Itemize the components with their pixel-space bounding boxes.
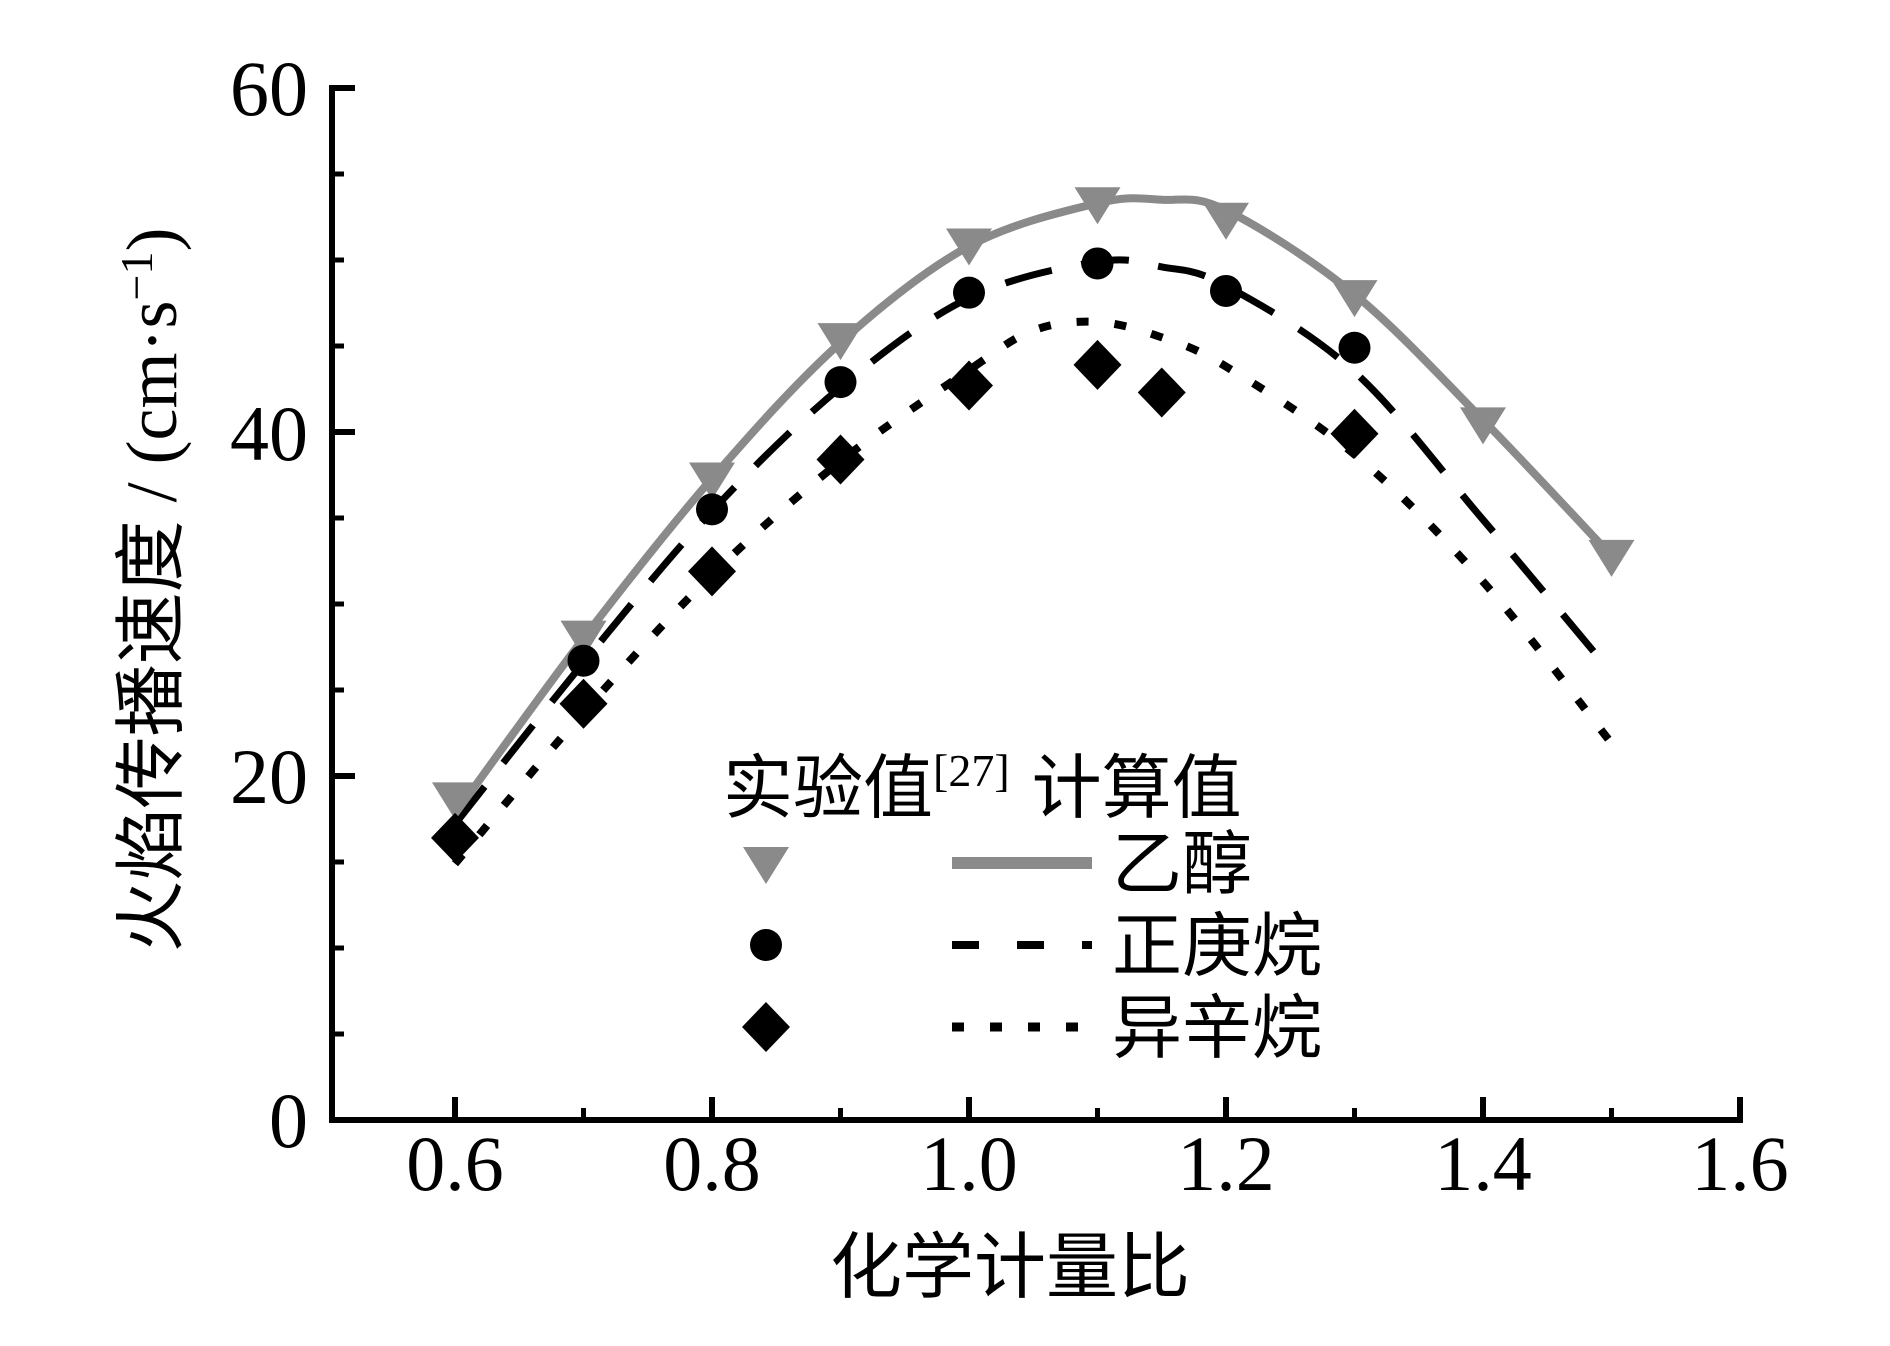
x-tick-label: 1.2: [1177, 1120, 1275, 1207]
exp-marker-isooctane: [1330, 408, 1379, 459]
calculated-curve-n-heptane: [452, 256, 1615, 827]
exp-marker-isooctane: [688, 546, 736, 597]
y-axis-title: 火焰传播速度 / (cm·s−1): [111, 228, 192, 953]
legend-label-n-heptane: 正庚烷: [1112, 909, 1322, 986]
x-tick-label: 1.4: [1434, 1120, 1532, 1207]
exp-marker-isooctane: [816, 434, 865, 485]
x-tick-label: 1.6: [1691, 1120, 1789, 1207]
y-axis-title-main: 火焰传播速度 / (cm·s: [112, 300, 192, 952]
exp-marker-isooctane: [431, 812, 479, 863]
legend-marker-isooctane: [742, 1002, 790, 1052]
calculated-curve-ethanol: [451, 194, 1615, 817]
legend-marker-ethanol: [743, 847, 789, 884]
exp-marker-n-heptane: [1338, 331, 1371, 364]
exp-marker-ethanol: [946, 228, 992, 266]
y-tick-label: 20: [230, 733, 308, 820]
exp-marker-isooctane: [945, 360, 993, 411]
legend-label-isooctane: 异辛烷: [1112, 991, 1322, 1068]
axes: [329, 85, 1743, 1123]
legend-label-ethanol: 乙醇: [1112, 827, 1252, 904]
y-axis-title-superscript: −1: [111, 252, 162, 301]
y-tick-label: 0: [269, 1077, 308, 1164]
y-tick-label: 60: [230, 45, 308, 132]
exp-marker-n-heptane: [567, 644, 600, 677]
y-axis-title-end: ): [112, 228, 192, 252]
x-tick-label: 1.0: [920, 1120, 1018, 1207]
exp-marker-ethanol: [1588, 539, 1635, 577]
x-tick-label: 0.6: [406, 1120, 504, 1207]
exp-marker-isooctane: [1137, 367, 1186, 418]
calculated-curves: [451, 194, 1615, 867]
exp-marker-ethanol: [432, 782, 478, 820]
exp-marker-n-heptane: [953, 276, 985, 309]
exp-marker-ethanol: [560, 620, 607, 658]
exp-marker-n-heptane: [1210, 274, 1242, 307]
exp-marker-n-heptane: [1081, 247, 1114, 280]
legend-header-calculated: 计算值: [1032, 751, 1242, 828]
y-tick-label: 40: [230, 390, 308, 477]
x-tick-label: 0.8: [663, 1120, 761, 1207]
exp-marker-ethanol: [1074, 187, 1121, 225]
calculated-curve-isooctane: [451, 317, 1615, 867]
exp-marker-ethanol: [689, 462, 735, 500]
legend-marker-n-heptane: [750, 929, 782, 961]
exp-marker-n-heptane: [824, 366, 857, 399]
exp-marker-ethanol: [817, 323, 864, 361]
exp-marker-ethanol: [1460, 407, 1506, 445]
legend-samples: [742, 847, 1092, 1052]
legend-header-citation: [27]: [933, 745, 1010, 796]
exp-marker-ethanol: [1331, 280, 1378, 318]
experimental-markers: [431, 187, 1635, 863]
exp-marker-isooctane: [559, 678, 608, 729]
exp-marker-n-heptane: [696, 493, 728, 526]
x-axis-title: 化学计量比: [830, 1228, 1190, 1308]
legend-header: 实验值[27] 计算值: [723, 745, 1242, 828]
legend-header-experimental: 实验值: [723, 751, 933, 828]
exp-marker-ethanol: [1203, 202, 1249, 240]
exp-marker-isooctane: [1073, 339, 1122, 390]
